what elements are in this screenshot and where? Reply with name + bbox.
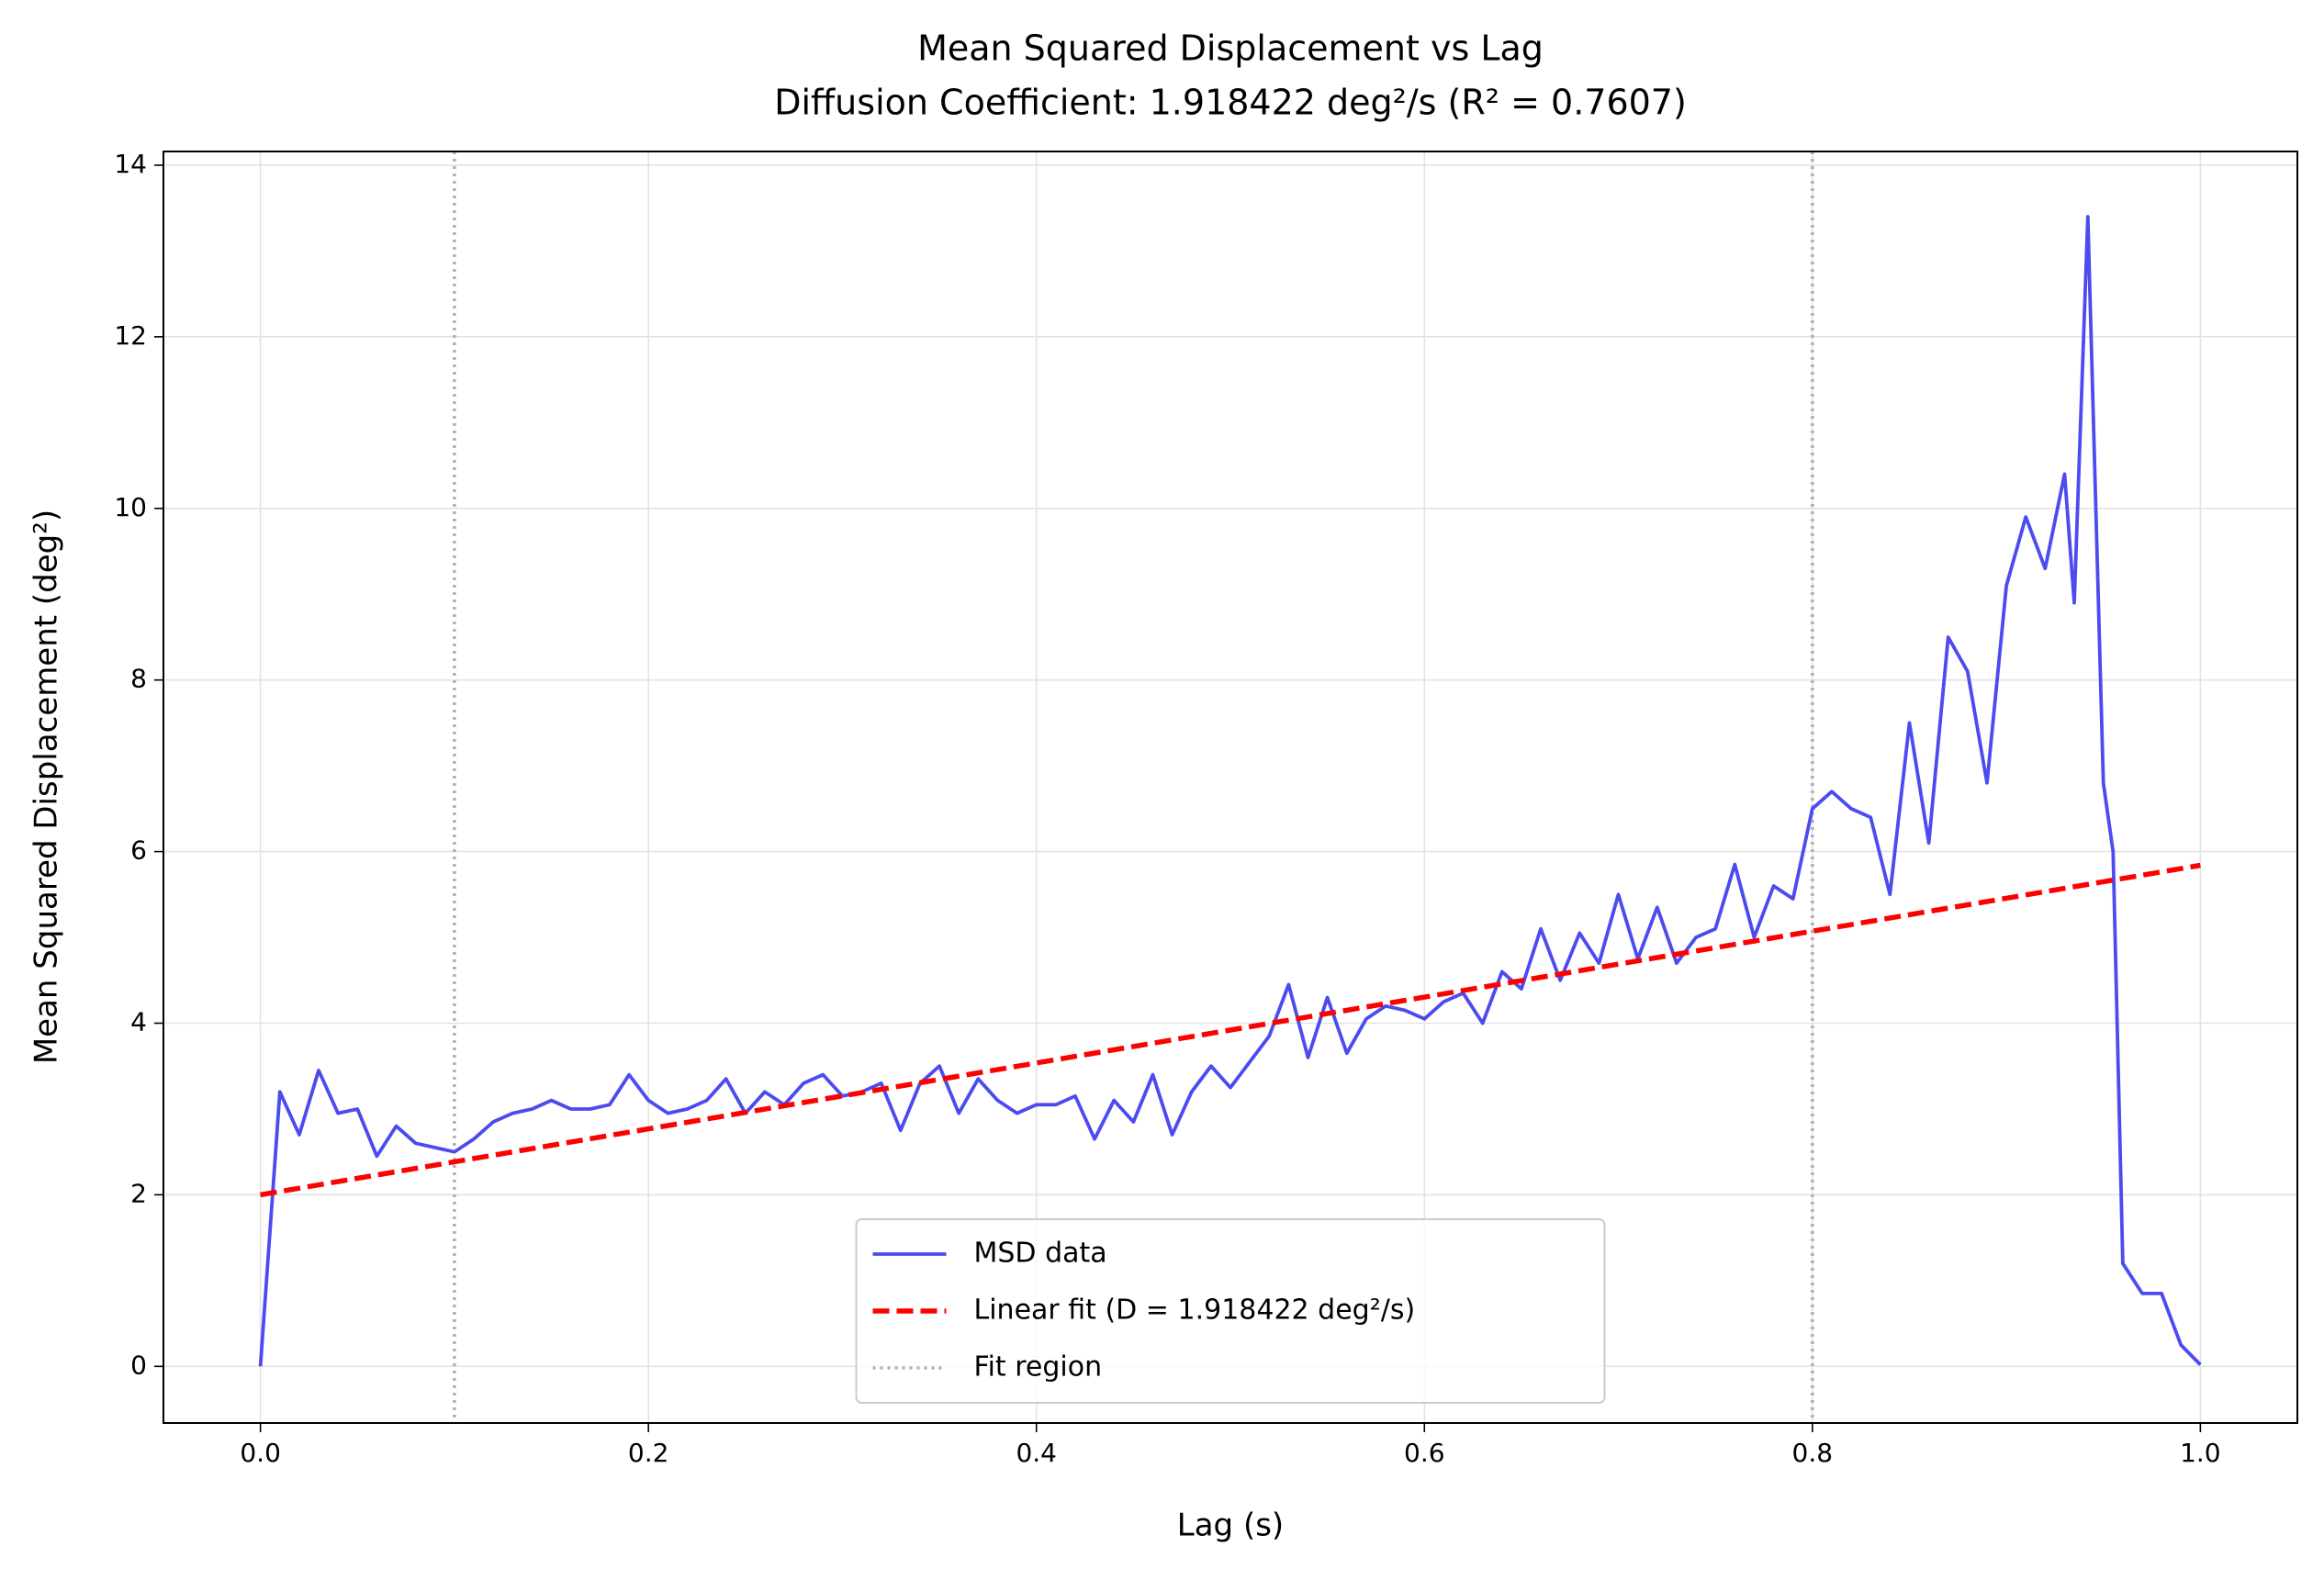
plot-frame xyxy=(163,151,2298,1424)
x-axis-label: Lag (s) xyxy=(1177,1507,1284,1544)
x-tick-label: 1.0 xyxy=(2180,1438,2221,1468)
legend-label: MSD data xyxy=(974,1238,1107,1270)
x-tick-label: 0.2 xyxy=(628,1438,669,1468)
y-tick-label: 4 xyxy=(130,1007,147,1037)
y-tick-label: 6 xyxy=(130,835,147,866)
series-line xyxy=(260,862,2201,1198)
chart-title: Mean Squared Displacement vs Lag xyxy=(917,28,1544,69)
x-tick-label: 0.0 xyxy=(240,1438,281,1468)
x-tick-label: 0.4 xyxy=(1016,1438,1057,1468)
chart-subtitle: Diffusion Coefficient: 1.918422 deg²/s (… xyxy=(774,83,1687,123)
y-tick-label: 14 xyxy=(114,149,147,179)
y-tick-label: 2 xyxy=(130,1178,147,1208)
y-tick-label: 12 xyxy=(114,320,147,351)
series-line xyxy=(258,215,2202,1367)
legend-label: Linear fit (D = 1.918422 deg²/s) xyxy=(974,1294,1416,1327)
legend-box xyxy=(855,1218,1606,1404)
x-tick-label: 0.6 xyxy=(1404,1438,1445,1468)
legend-label: Fit region xyxy=(974,1351,1103,1384)
y-tick-label: 8 xyxy=(130,664,147,694)
x-tick-label: 0.8 xyxy=(1792,1438,1834,1468)
y-tick-label: 0 xyxy=(130,1350,147,1380)
y-axis-label: Mean Squared Displacement (deg²) xyxy=(28,510,65,1064)
y-tick-label: 10 xyxy=(114,492,147,522)
